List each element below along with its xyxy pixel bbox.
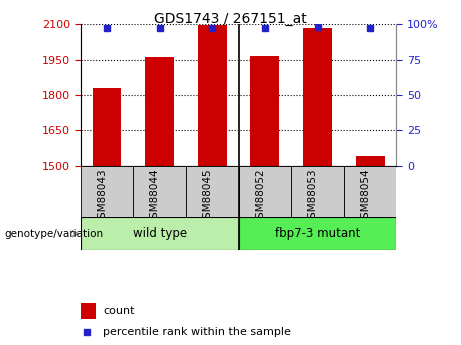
- Text: GSM88054: GSM88054: [360, 168, 370, 225]
- Bar: [303, 28, 332, 166]
- Text: count: count: [103, 306, 135, 316]
- Text: fbp7-3 mutant: fbp7-3 mutant: [275, 227, 360, 240]
- Bar: [344, 166, 396, 217]
- Bar: [133, 166, 186, 217]
- Bar: [291, 166, 344, 217]
- Bar: [239, 166, 291, 217]
- Bar: [198, 25, 227, 166]
- Bar: [81, 166, 133, 217]
- Bar: [186, 166, 239, 217]
- Text: genotype/variation: genotype/variation: [5, 229, 104, 239]
- Bar: [93, 88, 121, 166]
- Text: wild type: wild type: [133, 227, 187, 240]
- Text: GSM88045: GSM88045: [202, 168, 212, 225]
- Bar: [81, 217, 239, 250]
- Bar: [250, 56, 279, 166]
- Bar: [356, 156, 384, 166]
- Text: GSM88053: GSM88053: [307, 168, 318, 225]
- Text: GSM88044: GSM88044: [150, 168, 160, 225]
- Text: GSM88043: GSM88043: [97, 168, 107, 225]
- Bar: [239, 217, 396, 250]
- Bar: [145, 57, 174, 166]
- Bar: [81, 303, 96, 319]
- Text: percentile rank within the sample: percentile rank within the sample: [103, 327, 291, 337]
- Text: GDS1743 / 267151_at: GDS1743 / 267151_at: [154, 12, 307, 26]
- Text: GSM88052: GSM88052: [255, 168, 265, 225]
